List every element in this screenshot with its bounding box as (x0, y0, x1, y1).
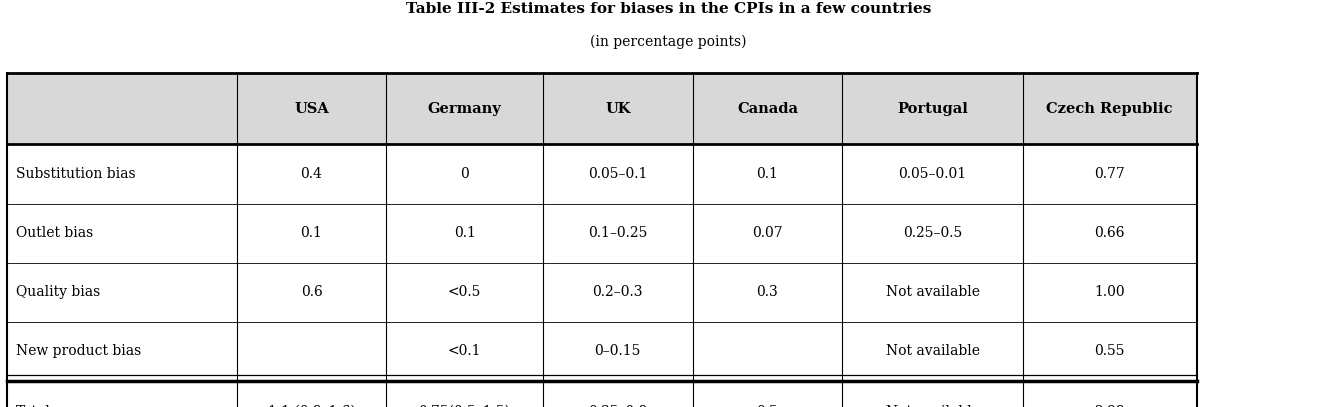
Text: Germany: Germany (428, 102, 501, 116)
Text: Table III-2 Estimates for biases in the CPIs in a few countries: Table III-2 Estimates for biases in the … (406, 2, 931, 16)
Text: 0.4: 0.4 (301, 167, 322, 181)
Text: Canada: Canada (737, 102, 798, 116)
Text: 0.25–0.5: 0.25–0.5 (902, 226, 963, 240)
Text: 0.05–0.1: 0.05–0.1 (588, 167, 647, 181)
Text: Total: Total (16, 405, 51, 407)
Text: 0.1: 0.1 (301, 226, 322, 240)
Text: 0.3: 0.3 (757, 285, 778, 299)
Text: 1.00: 1.00 (1095, 285, 1124, 299)
Text: 0: 0 (460, 167, 469, 181)
Text: Not available: Not available (885, 285, 980, 299)
Text: 1.1 (0.8–1.6): 1.1 (0.8–1.6) (267, 405, 356, 407)
Text: Quality bias: Quality bias (16, 285, 100, 299)
Text: 2.98: 2.98 (1095, 405, 1124, 407)
Text: Outlet bias: Outlet bias (16, 226, 94, 240)
Text: 0.77: 0.77 (1095, 167, 1124, 181)
Text: USA: USA (294, 102, 329, 116)
Text: 0.2–0.3: 0.2–0.3 (592, 285, 643, 299)
Text: 0.1: 0.1 (757, 167, 778, 181)
Text: Substitution bias: Substitution bias (16, 167, 135, 181)
Text: 0.6: 0.6 (301, 285, 322, 299)
Text: 0.07: 0.07 (753, 226, 782, 240)
Text: 0.75(0.5–1.5): 0.75(0.5–1.5) (418, 405, 511, 407)
Text: 0–0.15: 0–0.15 (595, 344, 640, 358)
Text: 0.05–0.01: 0.05–0.01 (898, 167, 967, 181)
Text: Czech Republic: Czech Republic (1047, 102, 1173, 116)
Text: Not available: Not available (885, 344, 980, 358)
Text: 0.35–0.8: 0.35–0.8 (588, 405, 647, 407)
Bar (7, 322, 1197, 381)
Bar (7, 73, 1197, 144)
Text: <0.1: <0.1 (448, 344, 481, 358)
Text: 0.1: 0.1 (453, 226, 476, 240)
Text: 0.5: 0.5 (757, 405, 778, 407)
Bar (7, 144, 1197, 204)
Bar (7, 263, 1197, 322)
Text: 0.1–0.25: 0.1–0.25 (588, 226, 647, 240)
Text: UK: UK (606, 102, 630, 116)
Text: <0.5: <0.5 (448, 285, 481, 299)
Text: New product bias: New product bias (16, 344, 142, 358)
Text: 0.66: 0.66 (1095, 226, 1124, 240)
Bar (7, 204, 1197, 263)
Bar (7, 381, 1197, 407)
Text: (in percentage points): (in percentage points) (590, 35, 747, 49)
Text: Portugal: Portugal (897, 102, 968, 116)
Text: 0.55: 0.55 (1095, 344, 1124, 358)
Text: Not available: Not available (885, 405, 980, 407)
